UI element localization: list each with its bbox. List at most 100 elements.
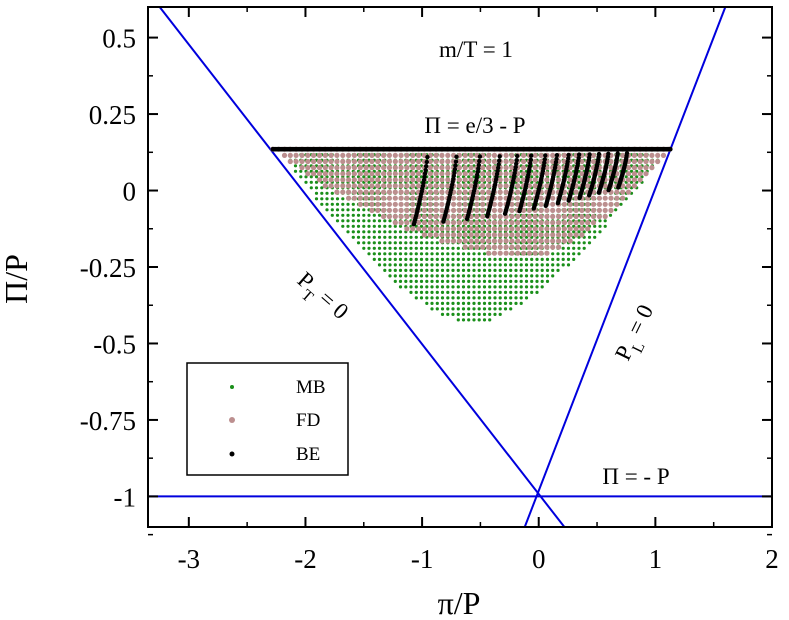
mb-point [414,279,418,283]
fd-point [404,201,410,207]
fd-point [363,183,369,189]
mb-point [440,301,445,305]
mb-point [351,213,355,217]
mb-point [540,257,544,261]
be-point [454,154,459,159]
fd-point [416,171,422,177]
fd-point [375,201,381,207]
mb-point [446,263,450,267]
mb-point [498,268,502,272]
fd-point [311,152,317,158]
mb-point [398,274,403,278]
fd-point [480,183,486,189]
mb-point [446,246,450,250]
fd-point [486,238,492,244]
mb-point [472,169,476,173]
fd-point [497,195,503,201]
fd-point [526,250,533,256]
fd-point [544,220,550,226]
mb-point [509,290,513,294]
fd-point [451,238,457,244]
mb-point [509,268,513,272]
mb-point [524,235,529,239]
fd-point [445,220,451,226]
mb-point [414,175,418,179]
mb-point [577,230,581,234]
fd-point [532,177,538,183]
fd-point [316,152,323,158]
fd-point [451,207,457,213]
mb-point [351,202,355,206]
mb-point [514,279,518,283]
fd-point [486,165,492,171]
fd-point [491,238,497,244]
fd-point [410,207,416,213]
fd-point [590,195,597,201]
mb-point [419,257,424,261]
mb-point [535,257,539,261]
fd-point [579,232,585,238]
fd-point [509,220,515,226]
mb-point [472,224,476,228]
fd-point [369,165,375,171]
mb-point [572,252,576,256]
fd-point [585,220,591,226]
mb-point [377,246,382,250]
fd-point [346,171,352,177]
fd-point [363,189,369,195]
fd-point [346,183,352,189]
fd-point [410,152,416,158]
be-point [517,208,522,214]
fd-point [351,189,357,195]
mb-point [362,213,366,217]
fd-point [503,220,509,226]
fd-point [433,207,439,213]
fd-point [550,244,556,250]
mb-point [398,235,403,239]
fd-point [456,189,462,195]
fd-point [602,189,608,195]
mb-point [493,263,497,267]
fd-point [328,158,334,165]
fd-point [491,152,497,158]
fd-point [468,232,474,238]
fd-point [503,158,509,165]
fd-point [521,165,527,171]
fd-point [462,244,468,250]
mb-point [629,169,634,173]
mb-point [425,241,429,245]
mb-point [440,279,445,283]
fd-point [614,189,620,195]
fd-point [556,220,562,226]
mb-point [388,219,392,223]
mb-point [598,230,602,234]
mb-point [325,202,329,206]
mb-point [314,191,319,195]
fd-point [532,165,538,171]
mb-point [482,263,487,267]
mb-point [372,246,376,250]
fd-point [631,183,638,189]
mb-point [572,230,576,234]
mb-point [477,279,481,283]
be-point [515,153,520,159]
mb-point [467,274,471,278]
fd-point [322,158,328,165]
fd-point [451,213,457,220]
fd-point [392,213,398,220]
mb-point [498,279,502,283]
fd-point [480,177,486,183]
legend-box [186,362,349,476]
mb-point [451,312,455,316]
fd-point [439,152,445,158]
fd-point [480,207,486,213]
fd-point [386,183,392,189]
fd-point [503,238,509,244]
mb-point [467,318,471,322]
mb-point [446,301,450,305]
mb-point [388,252,392,256]
fd-point [369,158,375,165]
mb-point [430,268,434,272]
mb-point [561,246,565,250]
